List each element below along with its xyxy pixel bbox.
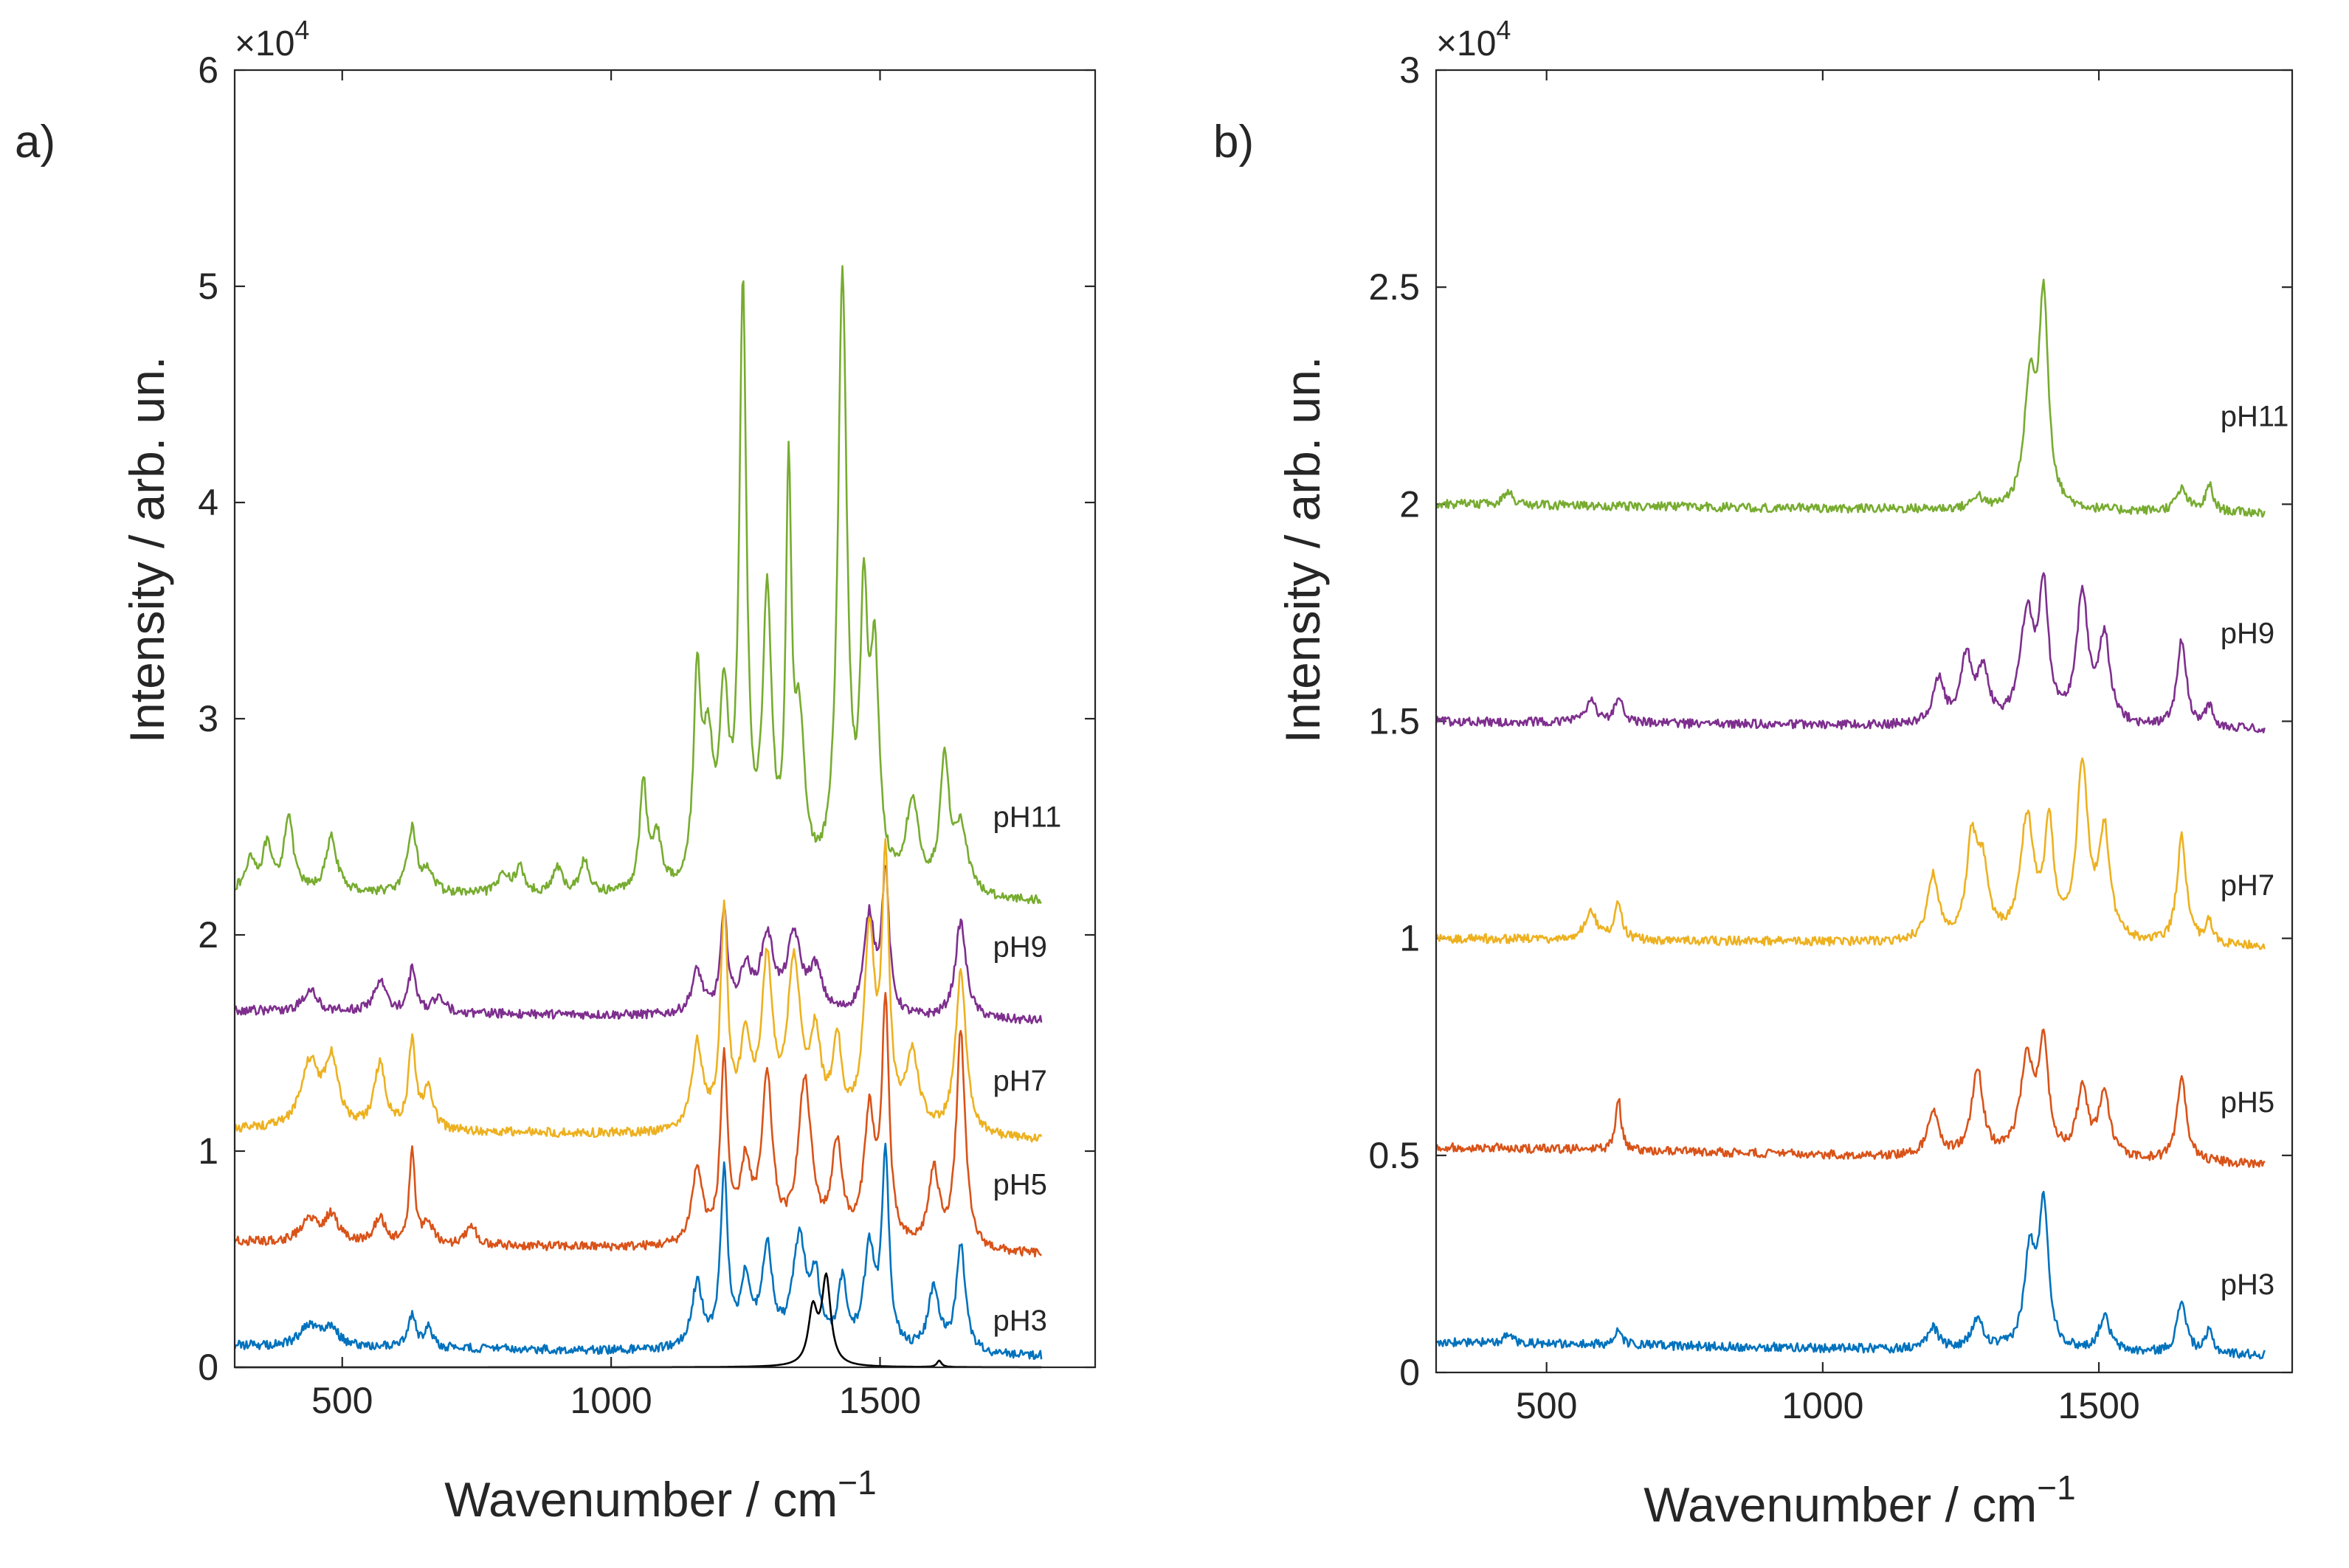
panel-a-series-ph3 <box>233 1142 1043 1360</box>
panel-b-series-ph3 <box>1435 1190 2266 1360</box>
panel-a-series-label-ph11: pH11 <box>993 801 1062 834</box>
panel-a-ytick-label: 5 <box>198 266 218 307</box>
panel-a-x-axis-title: Wavenumber / cm−1 <box>444 1463 876 1527</box>
panel-b-x-axis-title: Wavenumber / cm−1 <box>1643 1468 2075 1532</box>
panel-b-xtick-label: 1000 <box>1781 1385 1863 1426</box>
panel-b-y-axis-title: Intensity / arb. un. <box>1275 356 1330 744</box>
panel-a-series-label-ph9: pH9 <box>993 930 1047 963</box>
panel-a-series-label-ph5: pH5 <box>993 1169 1047 1201</box>
panel-a-series-ph7 <box>233 837 1043 1143</box>
panel-b: b) ×104 Intensity / arb. un. Wavenumber … <box>1213 15 2294 1532</box>
panel-b-series-label-ph9: pH9 <box>2221 618 2274 650</box>
panel-b-series-ph11 <box>1435 278 2266 518</box>
panel-b-xtick-label: 500 <box>1516 1385 1577 1426</box>
panel-a-ytick-label: 6 <box>198 49 218 91</box>
panel-b-series-label-ph3: pH3 <box>2221 1268 2274 1301</box>
panel-b-y-multiplier: ×104 <box>1436 15 1511 63</box>
panel-b-ytick-label: 1 <box>1399 918 1420 959</box>
panel-a-y-multiplier: ×104 <box>235 15 309 63</box>
panel-b-ytick-label: 1.5 <box>1368 701 1420 742</box>
panel-a-label: a) <box>15 117 55 167</box>
panel-a-series: pH11 pH9 pH7 pH5 pH3 <box>233 265 1062 1369</box>
panel-b-xtick-label: 1500 <box>2057 1385 2139 1426</box>
panel-b-series: pH11 pH9 pH7 pH5 pH3 <box>1435 278 2289 1360</box>
panel-a-series-ph5 <box>233 992 1042 1258</box>
panel-b-series-ph5 <box>1435 1028 2266 1169</box>
panel-a-xtick-label: 1000 <box>570 1380 652 1421</box>
panel-a-series-reference <box>235 1272 1042 1369</box>
panel-a-series-ph11 <box>234 265 1042 905</box>
panel-b-ticks: 500 1000 1500 0 0.5 1 1.5 2 2.5 3 <box>1368 49 2292 1426</box>
panel-a-xtick-label: 500 <box>311 1380 373 1421</box>
panel-a-ytick-label: 4 <box>198 482 218 523</box>
panel-a-ytick-label: 3 <box>198 698 218 739</box>
panel-b-series-label-ph7: pH7 <box>2221 869 2274 902</box>
panel-b-ytick-label: 2 <box>1399 483 1420 525</box>
panel-a-ytick-label: 1 <box>198 1130 218 1172</box>
panel-b-series-label-ph5: pH5 <box>2221 1086 2274 1119</box>
panel-b-series-ph9 <box>1435 572 2266 733</box>
panel-a-plot-frame <box>233 69 1097 1369</box>
panel-b-series-label-ph11: pH11 <box>2221 400 2289 432</box>
panel-a-y-axis-title: Intensity / arb. un. <box>120 356 174 744</box>
panel-b-label: b) <box>1213 117 1254 167</box>
panel-a-series-ph9 <box>234 865 1043 1025</box>
panel-a-xtick-label: 1500 <box>839 1380 921 1421</box>
panel-a-series-label-ph7: pH7 <box>993 1065 1047 1097</box>
panel-b-series-ph7 <box>1435 757 2266 950</box>
panel-a-ticks: 500 1000 1500 0 1 2 3 4 5 6 <box>198 49 1095 1421</box>
panel-a-series-label-ph3: pH3 <box>993 1305 1047 1337</box>
panel-b-ytick-label: 0 <box>1399 1352 1420 1393</box>
panel-a-ytick-label: 0 <box>198 1347 218 1388</box>
panel-b-ytick-label: 3 <box>1399 49 1420 91</box>
panel-a-ytick-label: 2 <box>198 914 218 956</box>
panel-b-plot-frame <box>1435 69 2294 1374</box>
panel-b-ytick-label: 2.5 <box>1368 266 1420 308</box>
panel-a: a) ×104 Intensity / arb. un. Wavenumber … <box>15 15 1097 1527</box>
panel-b-ytick-label: 0.5 <box>1368 1135 1420 1176</box>
